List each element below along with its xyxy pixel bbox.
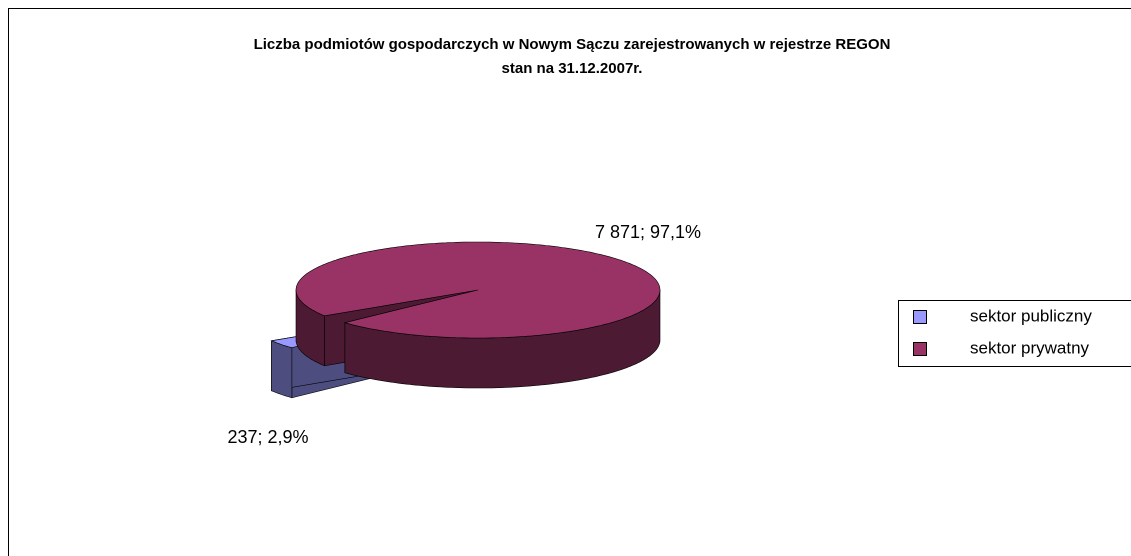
slice-side [271,340,293,399]
chart-title: Liczba podmiotów gospodarczych w Nowym S… [254,36,891,53]
legend-label: sektor publiczny [970,306,1092,325]
legend-swatch [913,342,927,356]
data-label: 237; 2,9% [227,427,308,447]
data-label: 7 871; 97,1% [595,222,701,242]
legend-swatch [913,310,927,324]
chart-subtitle: stan na 31.12.2007r. [502,60,643,77]
legend-label: sektor prywatny [970,338,1090,357]
slice-top [295,241,661,339]
legend-box [898,300,1131,367]
